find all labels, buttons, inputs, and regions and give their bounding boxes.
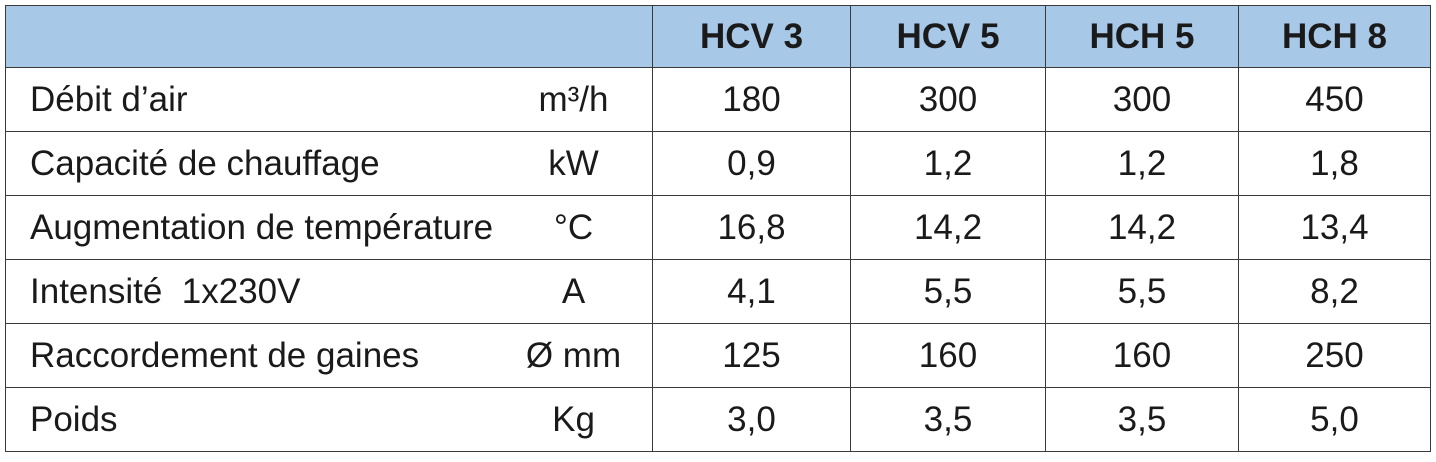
value-cell: 1,8: [1238, 131, 1431, 196]
row-label-cell: Intensité 1x230V A: [5, 259, 653, 324]
value-cell: 160: [1045, 323, 1239, 388]
value-cell: 125: [652, 323, 851, 388]
table-row: Poids Kg 3,0 3,5 3,5 5,0: [5, 387, 1431, 452]
value-cell: 3,5: [850, 387, 1046, 452]
row-label: Augmentation de température: [30, 207, 494, 247]
row-unit: °C: [553, 207, 594, 247]
table-row: Capacité de chauffage kW 0,9 1,2 1,2 1,8: [5, 131, 1431, 196]
value-cell: 3,0: [652, 387, 851, 452]
value-cell: 3,5: [1045, 387, 1239, 452]
value-cell: 250: [1238, 323, 1431, 388]
value-cell: 13,4: [1238, 195, 1431, 260]
table-row: Débit d’air m³/h 180 300 300 450: [5, 67, 1431, 132]
header-row: HCV 3 HCV 5 HCH 5 HCH 8: [5, 5, 1431, 68]
value-cell: 8,2: [1238, 259, 1431, 324]
row-unit: A: [561, 271, 586, 311]
value-cell: 14,2: [1045, 195, 1239, 260]
row-label-cell: Poids Kg: [5, 387, 653, 452]
value-cell: 180: [652, 67, 851, 132]
table-row: Augmentation de température °C 16,8 14,2 14,…: [5, 195, 1431, 260]
value-cell: 160: [850, 323, 1046, 388]
value-cell: 5,5: [1045, 259, 1239, 324]
value-cell: 300: [1045, 67, 1239, 132]
row-unit: kW: [548, 143, 599, 183]
value-cell: 1,2: [1045, 131, 1239, 196]
value-cell: 5,0: [1238, 387, 1431, 452]
value-cell: 16,8: [652, 195, 851, 260]
value-cell: 14,2: [850, 195, 1046, 260]
column-header: HCV 5: [850, 5, 1046, 68]
header-blank: [5, 5, 653, 68]
column-header: HCH 5: [1045, 5, 1239, 68]
spec-table: HCV 3 HCV 5 HCH 5 HCH 8 Débit d’air m³/h 180 3…: [5, 5, 1431, 452]
value-cell: 4,1: [652, 259, 851, 324]
table-body: Débit d’air m³/h 180 300 300 450 Capacité de c…: [5, 67, 1431, 452]
value-cell: 5,5: [850, 259, 1046, 324]
row-label: Débit d’air: [30, 79, 188, 119]
value-cell: 1,2: [850, 131, 1046, 196]
row-label: Capacité de chauffage: [30, 143, 380, 183]
column-header: HCV 3: [652, 5, 851, 68]
row-unit: Kg: [552, 399, 595, 439]
column-header: HCH 8: [1238, 5, 1431, 68]
row-unit: Ø mm: [525, 335, 622, 375]
value-cell: 0,9: [652, 131, 851, 196]
table-row: Raccordement de gaines Ø mm 125 160 160 250: [5, 323, 1431, 388]
row-label-cell: Débit d’air m³/h: [5, 67, 653, 132]
row-label-cell: Raccordement de gaines Ø mm: [5, 323, 653, 388]
row-label-cell: Augmentation de température °C: [5, 195, 653, 260]
row-label: Poids: [30, 399, 118, 439]
table-row: Intensité 1x230V A 4,1 5,5 5,5 8,2: [5, 259, 1431, 324]
row-label: Intensité 1x230V: [30, 271, 301, 311]
row-unit: m³/h: [538, 79, 609, 119]
row-label-cell: Capacité de chauffage kW: [5, 131, 653, 196]
value-cell: 300: [850, 67, 1046, 132]
row-label: Raccordement de gaines: [30, 335, 420, 375]
value-cell: 450: [1238, 67, 1431, 132]
